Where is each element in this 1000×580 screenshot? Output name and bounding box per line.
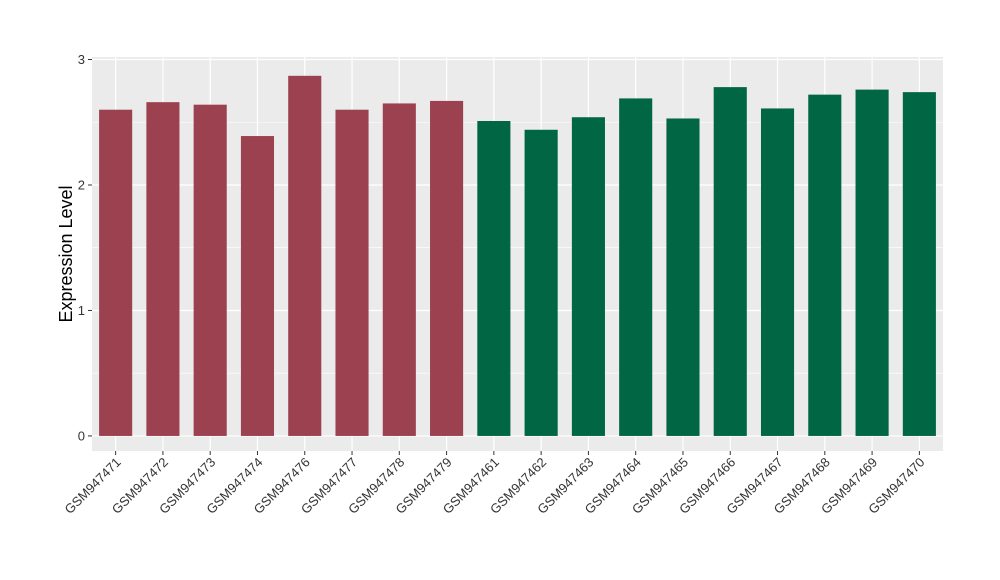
bar [855, 89, 889, 436]
y-tick-label: 2 [78, 177, 85, 192]
bar [760, 108, 795, 436]
bar [666, 118, 700, 436]
y-axis: 0 1 2 3 [78, 52, 92, 443]
y-tick-label: 1 [78, 303, 85, 318]
bar [240, 136, 275, 436]
y-tick-label: 3 [78, 52, 85, 67]
bar [146, 102, 180, 436]
bar [571, 117, 605, 436]
bar [524, 129, 558, 436]
bar [902, 92, 936, 436]
bar [99, 109, 133, 436]
y-axis-title: Expression Level [56, 185, 76, 322]
bar [619, 98, 653, 436]
bar [713, 87, 747, 436]
bar [288, 75, 322, 436]
bar [430, 100, 464, 436]
x-axis: GSM947471GSM947472GSM947473GSM947474GSM9… [62, 451, 927, 517]
bar [335, 109, 369, 436]
bar [382, 103, 416, 436]
bar [477, 120, 511, 436]
bar [193, 104, 227, 436]
plot-panel [92, 57, 943, 451]
bars [99, 75, 936, 436]
bar [808, 94, 842, 436]
y-tick-label: 0 [78, 428, 85, 443]
